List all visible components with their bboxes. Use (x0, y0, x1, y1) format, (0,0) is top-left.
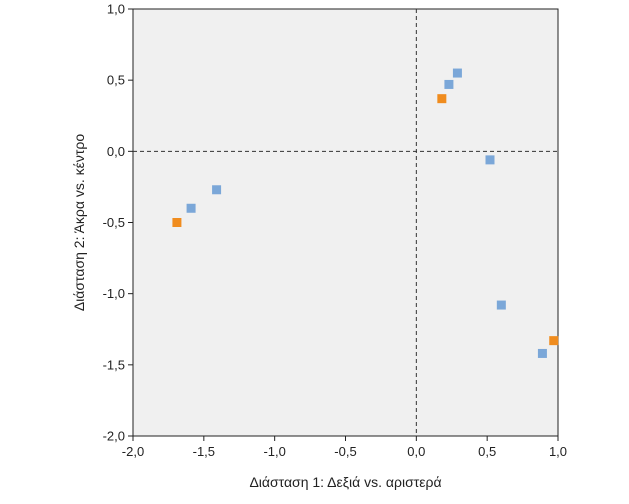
x-tick-label: -0,5 (334, 444, 356, 459)
reference-lines (133, 9, 558, 436)
data-point (186, 203, 196, 213)
data-point (437, 94, 447, 104)
y-tick-label: -2,0 (103, 429, 125, 444)
data-point (485, 155, 495, 165)
y-tick-label: -0,5 (103, 215, 125, 230)
y-axis-title: Διάσταση 2: Άκρα vs. κέντρο (71, 134, 87, 312)
x-axis: -2,0 -1,5 -1,0 -0,5 0,0 0,5 1,0 (122, 436, 567, 459)
plot-area (132, 8, 559, 437)
data-points (172, 68, 559, 358)
data-point (172, 218, 182, 227)
y-tick-label: -1,0 (103, 286, 125, 301)
x-axis-title: Διάσταση 1: Δεξιά vs. αριστερά (249, 474, 441, 490)
data-point (496, 300, 506, 310)
x-tick-label: -1,5 (193, 444, 215, 459)
y-tick-label: 1,0 (107, 2, 125, 17)
data-point (537, 348, 547, 358)
data-point (444, 79, 454, 89)
x-tick-label: 0,5 (478, 444, 496, 459)
x-tick-label: 1,0 (549, 444, 567, 459)
x-tick-label: 0,0 (407, 444, 425, 459)
x-tick-label: -1,0 (263, 444, 285, 459)
data-point (212, 185, 222, 195)
y-axis: -2,0 -1,5 -1,0 -0,5 0,0 0,5 1,0 (103, 2, 133, 444)
x-tick-label: -2,0 (122, 444, 144, 459)
y-tick-label: 0,0 (107, 144, 125, 159)
data-point (549, 336, 559, 346)
data-point (452, 68, 462, 78)
y-tick-label: 0,5 (107, 73, 125, 88)
y-tick-label: -1,5 (103, 357, 125, 372)
